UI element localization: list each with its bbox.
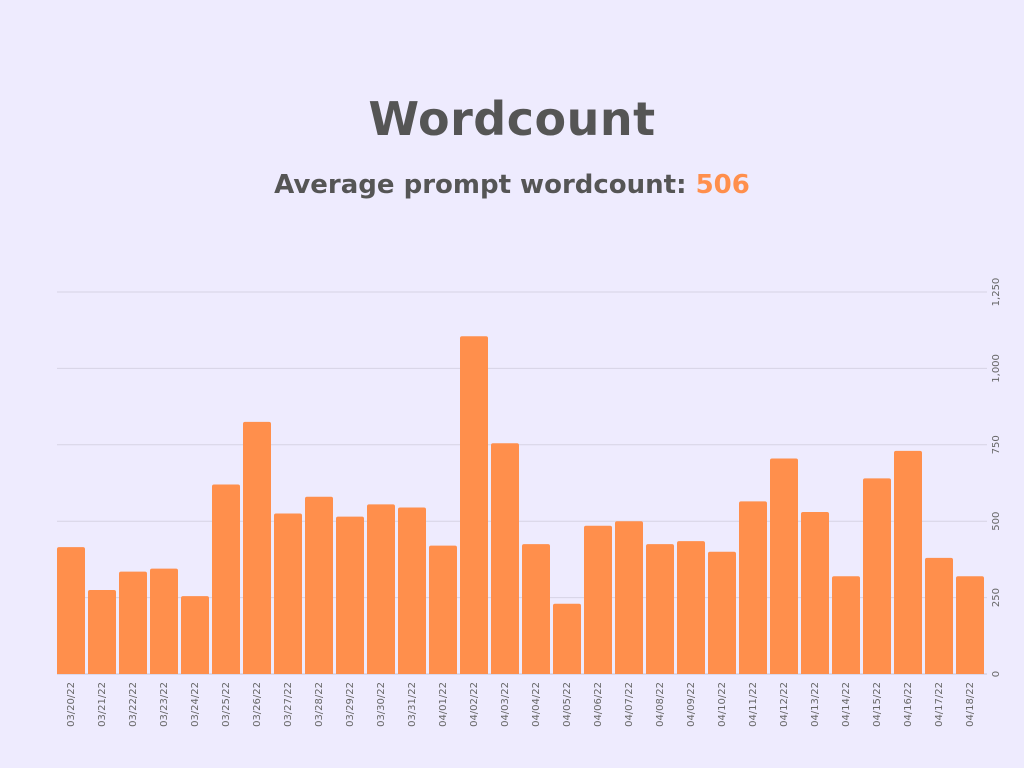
x-tick-label: 04/04/22 xyxy=(531,682,542,727)
x-tick-label: 04/08/22 xyxy=(655,682,666,727)
chart-title: Wordcount xyxy=(368,92,656,146)
average-wordcount-value: 506 xyxy=(695,170,750,200)
x-tick-label: 04/18/22 xyxy=(965,682,976,727)
x-tick-label: 04/01/22 xyxy=(438,682,449,727)
bars xyxy=(57,336,984,674)
bar xyxy=(863,478,891,674)
x-tick-label: 03/28/22 xyxy=(314,682,325,727)
x-tick-label: 04/10/22 xyxy=(717,682,728,727)
bar xyxy=(584,525,612,674)
bar xyxy=(212,484,240,674)
bar xyxy=(119,571,147,674)
x-axis-ticks: 03/20/22 03/21/22 03/22/22 03/23/22 03/24/22… xyxy=(66,682,976,727)
x-tick-label: 03/29/22 xyxy=(345,682,356,727)
bar xyxy=(57,547,85,674)
x-tick-label: 03/23/22 xyxy=(159,682,170,727)
bar xyxy=(770,458,798,674)
bar xyxy=(739,501,767,674)
x-tick-label: 04/15/22 xyxy=(872,682,883,727)
bar xyxy=(708,551,736,674)
x-tick-label: 04/05/22 xyxy=(562,682,573,727)
y-tick-label: 500 xyxy=(991,512,1002,531)
bar xyxy=(181,596,209,674)
bar xyxy=(88,589,116,674)
bar xyxy=(801,512,829,674)
bar xyxy=(956,576,984,674)
x-tick-label: 04/14/22 xyxy=(841,682,852,727)
y-tick-label: 1,250 xyxy=(991,278,1002,307)
y-tick-label: 750 xyxy=(991,435,1002,454)
bar xyxy=(894,450,922,674)
x-tick-label: 03/31/22 xyxy=(407,682,418,727)
x-tick-label: 04/09/22 xyxy=(686,682,697,727)
x-tick-label: 04/03/22 xyxy=(500,682,511,727)
y-axis-ticks: 0 250 500 750 1,000 1,250 xyxy=(991,278,1002,678)
bar xyxy=(646,544,674,674)
bar xyxy=(677,541,705,674)
bar xyxy=(925,557,953,674)
bar xyxy=(429,545,457,674)
bar xyxy=(336,516,364,674)
x-tick-label: 04/13/22 xyxy=(810,682,821,727)
x-tick-label: 03/24/22 xyxy=(190,682,201,727)
bar xyxy=(398,507,426,674)
x-tick-label: 04/06/22 xyxy=(593,682,604,727)
bar xyxy=(491,443,519,674)
y-tick-label: 250 xyxy=(991,588,1002,607)
x-tick-label: 04/17/22 xyxy=(934,682,945,727)
y-tick-label: 1,000 xyxy=(991,354,1002,383)
x-tick-label: 03/26/22 xyxy=(252,682,263,727)
y-tick-label: 0 xyxy=(991,671,1002,677)
bar xyxy=(832,576,860,674)
x-tick-label: 03/25/22 xyxy=(221,682,232,727)
bar xyxy=(367,504,395,674)
x-tick-label: 03/22/22 xyxy=(128,682,139,727)
subtitle-label: Average prompt wordcount: xyxy=(274,170,687,200)
x-tick-label: 04/12/22 xyxy=(779,682,790,727)
x-tick-label: 04/07/22 xyxy=(624,682,635,727)
bar xyxy=(553,603,581,674)
x-tick-label: 04/11/22 xyxy=(748,682,759,727)
bar xyxy=(274,513,302,674)
x-tick-label: 03/21/22 xyxy=(97,682,108,727)
x-tick-label: 03/27/22 xyxy=(283,682,294,727)
chart-subtitle: Average prompt wordcount: 506 xyxy=(0,170,1024,200)
bar xyxy=(522,544,550,674)
bar xyxy=(243,421,271,674)
x-tick-label: 03/20/22 xyxy=(66,682,77,727)
x-tick-label: 04/16/22 xyxy=(903,682,914,727)
bar xyxy=(150,568,178,674)
bar xyxy=(615,521,643,674)
bar xyxy=(305,496,333,674)
x-tick-label: 03/30/22 xyxy=(376,682,387,727)
bar xyxy=(460,336,488,674)
x-tick-label: 04/02/22 xyxy=(469,682,480,727)
